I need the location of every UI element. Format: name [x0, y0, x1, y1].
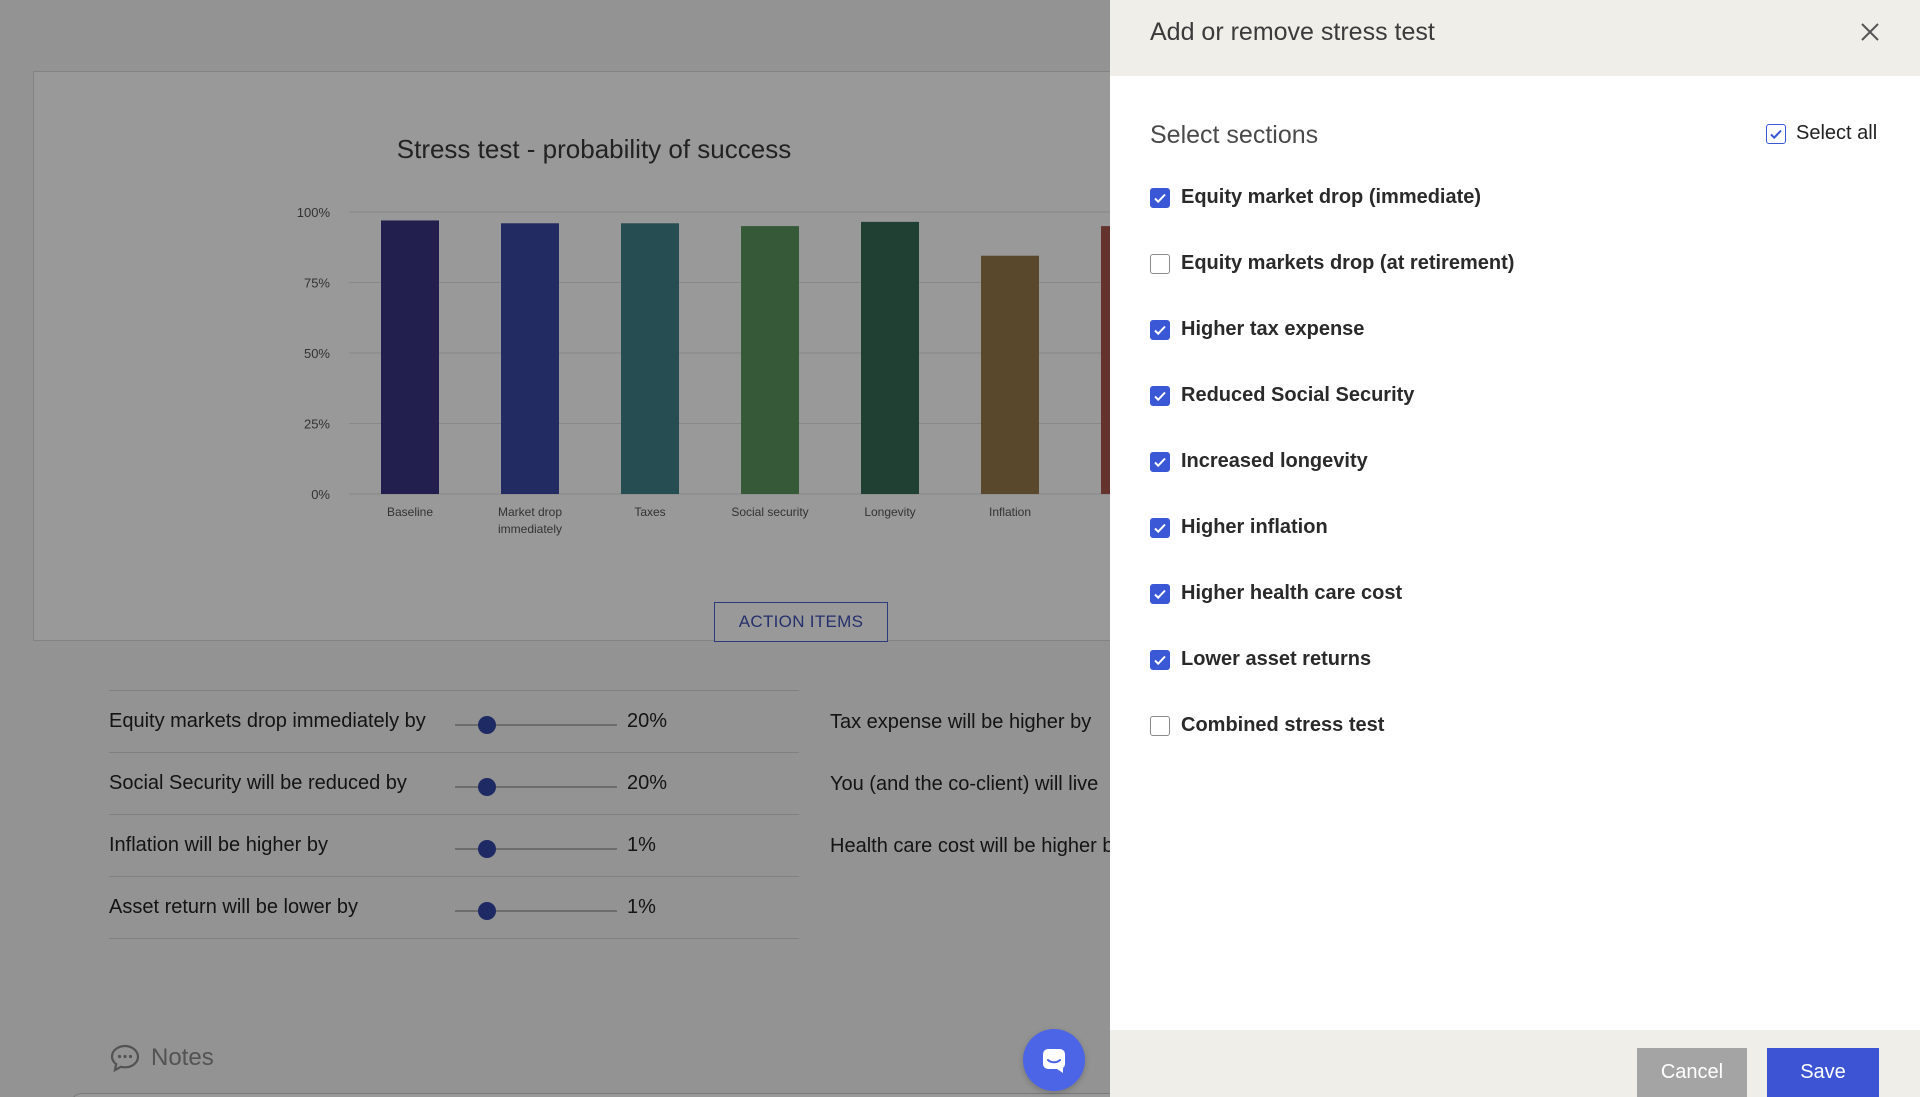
y-tick-label: 25% [304, 417, 330, 432]
notes-label: Notes [151, 1044, 214, 1071]
checkbox-checked[interactable] [1150, 319, 1170, 340]
check-icon [1154, 523, 1166, 533]
x-tick-label: Taxes [634, 505, 665, 519]
checkbox-checked[interactable] [1150, 385, 1170, 406]
param-label-right: Tax expense will be higher by [830, 711, 1092, 733]
check-icon [1154, 193, 1166, 203]
close-icon [1861, 23, 1879, 41]
option-label: Increased longevity [1181, 450, 1368, 472]
param-label-right: You (and the co-client) will live [830, 773, 1099, 795]
y-tick-label: 100% [297, 205, 331, 220]
chat-launcher-button[interactable] [1023, 1029, 1085, 1091]
param-slider[interactable] [455, 902, 617, 920]
slider-thumb[interactable] [478, 716, 497, 734]
x-tick-label: Market drop [498, 505, 562, 519]
select-all-checkbox[interactable]: Select all [1766, 122, 1877, 145]
y-tick-label: 75% [304, 276, 330, 291]
option-row[interactable]: Reduced Social Security [1150, 384, 1414, 407]
x-tick-label: Inflation [989, 505, 1031, 519]
drawer-header: Add or remove stress test [1110, 0, 1920, 76]
param-row: Asset return will be lower by 1% [109, 877, 799, 939]
checkbox-checked[interactable] [1150, 187, 1170, 208]
checkbox-checked[interactable] [1150, 649, 1170, 670]
drawer-footer: Cancel Save [1110, 1030, 1920, 1097]
slider-thumb[interactable] [478, 778, 497, 796]
bar-chart: 100% 75% 50% 25% 0% Baseline Market drop immedi… [297, 205, 1154, 536]
x-tick-label: Social security [731, 505, 808, 519]
param-value: 1% [627, 896, 656, 918]
check-icon [1154, 391, 1166, 401]
y-tick-label: 50% [304, 346, 330, 361]
option-row[interactable]: Equity market drop (immediate) [1150, 186, 1481, 209]
checkbox[interactable] [1766, 123, 1786, 144]
option-label: Equity markets drop (at retirement) [1181, 252, 1515, 274]
param-value: 20% [627, 772, 668, 794]
check-icon [1154, 325, 1166, 335]
slider-thumb[interactable] [478, 840, 497, 858]
param-slider[interactable] [455, 840, 617, 858]
chat-bubble-icon [110, 1044, 140, 1073]
x-tick-label: Baseline [387, 505, 433, 519]
param-label-right: Health care cost will be higher b [830, 835, 1114, 857]
x-tick-label: immediately [498, 522, 562, 536]
section-title: Select sections [1150, 121, 1319, 149]
checkbox-unchecked[interactable] [1150, 715, 1170, 736]
check-icon [1154, 589, 1166, 599]
param-label: Equity markets drop immediately by [109, 710, 426, 732]
param-label: Asset return will be lower by [109, 896, 358, 918]
y-tick-label: 0% [311, 487, 330, 502]
bar[interactable] [501, 223, 559, 494]
parameter-list: Equity markets drop immediately by 20% S… [109, 690, 799, 939]
param-slider[interactable] [455, 716, 617, 734]
slider-thumb[interactable] [478, 902, 497, 920]
check-icon [1154, 457, 1166, 467]
option-row[interactable]: Higher inflation [1150, 516, 1328, 539]
x-tick-label: Longevity [864, 505, 915, 519]
option-row[interactable]: Higher health care cost [1150, 582, 1402, 605]
chart-title: Stress test - probability of success [396, 134, 792, 164]
option-label: Higher inflation [1181, 516, 1328, 538]
cancel-button[interactable]: Cancel [1637, 1048, 1747, 1097]
option-row[interactable]: Combined stress test [1150, 714, 1384, 737]
drawer-title: Add or remove stress test [1150, 18, 1435, 46]
checkbox-unchecked[interactable] [1150, 253, 1170, 274]
param-value: 20% [627, 710, 668, 732]
bar[interactable] [741, 226, 799, 494]
option-row[interactable]: Higher tax expense [1150, 318, 1364, 341]
param-value: 1% [627, 834, 656, 856]
notes-heading: Notes [109, 1043, 214, 1073]
check-icon [1770, 129, 1782, 139]
check-icon [1154, 655, 1166, 665]
option-row[interactable]: Equity markets drop (at retirement) [1150, 252, 1514, 275]
checkbox-checked[interactable] [1150, 517, 1170, 538]
action-items-button[interactable]: ACTION ITEMS [714, 602, 888, 642]
option-row[interactable]: Lower asset returns [1150, 648, 1371, 671]
checkbox-checked[interactable] [1150, 451, 1170, 472]
param-slider[interactable] [455, 778, 617, 796]
option-label: Higher tax expense [1181, 318, 1365, 340]
bar[interactable] [381, 220, 439, 494]
bar[interactable] [621, 223, 679, 494]
bar[interactable] [861, 221, 919, 494]
option-label: Higher health care cost [1181, 582, 1403, 604]
option-label: Reduced Social Security [1181, 384, 1415, 406]
save-button[interactable]: Save [1767, 1048, 1879, 1097]
param-label: Social Security will be reduced by [109, 772, 407, 794]
option-label: Lower asset returns [1181, 648, 1372, 670]
stress-test-drawer: Add or remove stress test Select section… [1110, 0, 1920, 1097]
param-row: Social Security will be reduced by 20% [109, 753, 799, 815]
param-row: Inflation will be higher by 1% [109, 815, 799, 877]
option-row[interactable]: Increased longevity [1150, 450, 1368, 473]
chat-icon [1043, 1049, 1065, 1073]
select-all-label: Select all [1796, 122, 1878, 144]
param-label: Inflation will be higher by [109, 834, 329, 856]
option-label: Equity market drop (immediate) [1181, 186, 1482, 208]
param-row: Equity markets drop immediately by 20% [109, 691, 799, 753]
option-label: Combined stress test [1181, 714, 1385, 736]
checkbox-checked[interactable] [1150, 583, 1170, 604]
close-button[interactable] [1856, 18, 1884, 46]
bar[interactable] [981, 255, 1039, 494]
chart-card: Stress test - probability of success 100… [33, 71, 1154, 642]
